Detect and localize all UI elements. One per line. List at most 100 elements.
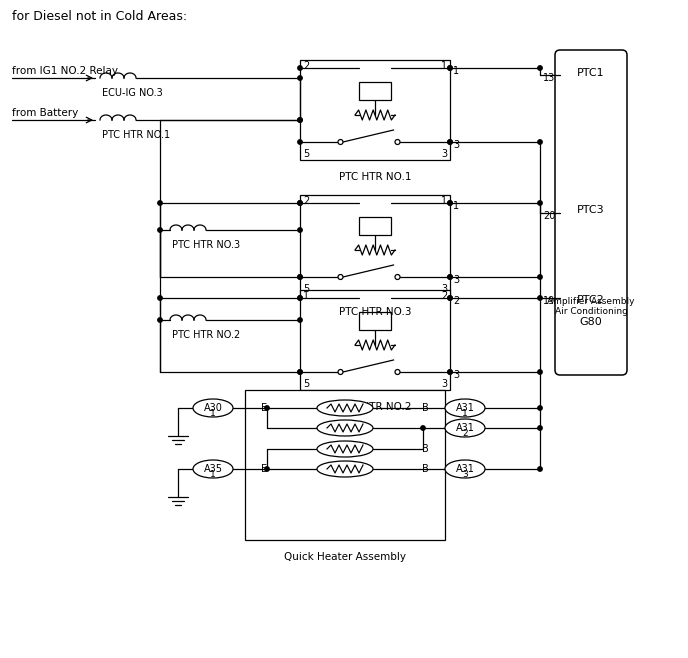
Text: A31: A31 [455,464,475,474]
Bar [359,312,391,330]
Circle shape [538,275,542,279]
Circle shape [448,201,452,205]
Circle shape [421,426,425,430]
Text: PTC HTR NO.1: PTC HTR NO.1 [338,172,411,182]
Text: 1: 1 [462,409,468,418]
Text: 1: 1 [441,196,447,206]
Text: 19: 19 [543,296,555,306]
FancyBboxPatch shape [555,50,627,375]
Text: PTC2: PTC2 [577,295,605,305]
Text: 2: 2 [462,429,468,438]
Text: 20: 20 [543,211,555,221]
Circle shape [298,76,302,80]
Text: 2: 2 [441,291,447,301]
Text: 5: 5 [303,379,309,389]
Circle shape [448,139,452,144]
Circle shape [158,318,162,322]
Circle shape [395,370,400,374]
Circle shape [448,296,452,300]
Circle shape [298,370,302,374]
Text: A31: A31 [455,423,475,433]
Circle shape [538,370,542,374]
Text: B: B [422,444,429,454]
Ellipse shape [317,400,373,416]
Circle shape [448,139,452,144]
Text: 5: 5 [303,149,309,159]
Circle shape [298,275,302,279]
Text: G80: G80 [579,317,603,327]
Circle shape [298,118,302,122]
Text: A30: A30 [204,403,222,413]
Ellipse shape [193,399,233,417]
Circle shape [298,201,302,205]
Text: Quick Heater Assembly: Quick Heater Assembly [284,552,406,562]
Circle shape [265,406,269,410]
Text: PTC HTR NO.3: PTC HTR NO.3 [338,307,411,317]
Text: 1: 1 [210,470,216,479]
Circle shape [298,201,302,205]
Text: 2: 2 [303,196,309,206]
Text: 5: 5 [303,284,309,294]
Bar [300,60,450,160]
Circle shape [395,274,400,280]
Circle shape [538,201,542,205]
Text: Amplifier Assembly: Amplifier Assembly [547,297,635,307]
Circle shape [538,467,542,471]
Text: 3: 3 [441,284,447,294]
Text: A31: A31 [455,403,475,413]
Text: 1: 1 [453,201,459,211]
Circle shape [338,274,343,280]
Circle shape [395,139,400,145]
Text: 2: 2 [453,296,460,306]
Circle shape [538,406,542,410]
Text: B: B [422,403,429,413]
Text: PTC HTR NO.2: PTC HTR NO.2 [172,330,240,340]
Text: 3: 3 [453,140,459,150]
Text: 3: 3 [441,379,447,389]
Text: PTC HTR NO.2: PTC HTR NO.2 [338,402,411,412]
Circle shape [298,370,302,374]
Circle shape [298,228,302,232]
Text: 13: 13 [543,73,555,83]
Text: 1: 1 [210,409,216,418]
Text: A35: A35 [204,464,222,474]
Text: 3: 3 [441,149,447,159]
Bar [300,195,450,295]
Circle shape [448,296,452,300]
Text: PTC HTR NO.1: PTC HTR NO.1 [102,130,170,140]
Text: 3: 3 [462,470,468,479]
Ellipse shape [445,399,485,417]
Circle shape [448,370,452,374]
Circle shape [448,201,452,205]
Bar [300,290,450,390]
Text: 3: 3 [453,275,459,285]
Text: 2: 2 [303,61,309,71]
Text: 1: 1 [303,291,309,301]
Circle shape [298,66,302,70]
Circle shape [538,66,542,70]
Text: 1: 1 [441,61,447,71]
Text: 1: 1 [453,66,459,76]
Circle shape [265,467,269,471]
Text: ECU-IG NO.3: ECU-IG NO.3 [102,88,163,98]
Circle shape [298,296,302,300]
Circle shape [298,318,302,322]
Circle shape [538,426,542,430]
Ellipse shape [317,420,373,436]
Circle shape [298,139,302,144]
Circle shape [298,118,302,122]
Text: PTC HTR NO.3: PTC HTR NO.3 [172,240,240,250]
Circle shape [448,66,452,70]
Ellipse shape [317,441,373,457]
Circle shape [448,66,452,70]
Circle shape [448,275,452,279]
Bar [359,82,391,100]
Ellipse shape [445,419,485,437]
Text: from Battery: from Battery [12,108,78,118]
Text: Air Conditioning: Air Conditioning [555,307,627,316]
Circle shape [538,139,542,144]
Text: for Diesel not in Cold Areas:: for Diesel not in Cold Areas: [12,10,187,23]
Text: PTC1: PTC1 [577,68,605,78]
Circle shape [538,296,542,300]
Circle shape [338,370,343,374]
